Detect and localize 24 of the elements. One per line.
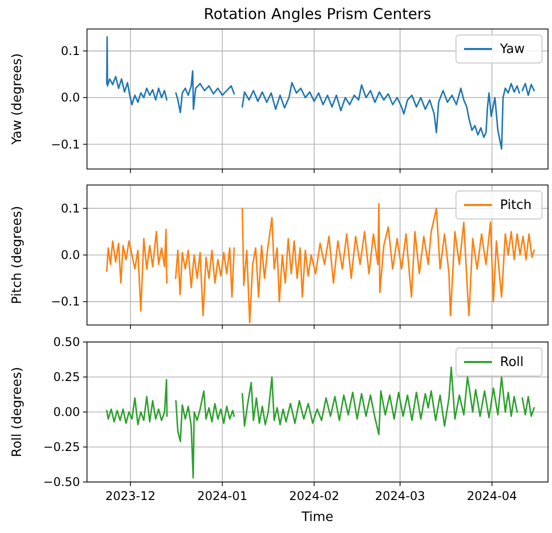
y-axis-title: Pitch (degrees) [10, 206, 25, 304]
y-axis-title: Yaw (degrees) [10, 53, 25, 146]
chart-title: Rotation Angles Prism Centers [204, 5, 432, 23]
y-axis-title: Roll (degrees) [10, 366, 25, 458]
x-tick-label: 2024-01 [197, 489, 248, 503]
y-tick-label: 0.0 [60, 248, 80, 262]
y-tick-label: 0.25 [53, 370, 80, 384]
legend-label: Pitch [500, 198, 532, 213]
x-tick-label: 2023-12 [105, 489, 156, 503]
x-tick-label: 2024-03 [375, 489, 426, 503]
x-tick-label: 2024-02 [289, 489, 340, 503]
y-tick-label: −0.50 [43, 475, 80, 489]
y-tick-label: 0.1 [60, 44, 80, 58]
legend-label: Roll [500, 355, 524, 370]
legend-label: Yaw [499, 42, 526, 57]
y-tick-label: 0.50 [53, 335, 80, 349]
y-tick-label: 0.1 [60, 201, 80, 216]
y-tick-label: 0.0 [60, 90, 80, 105]
y-tick-label: −0.25 [43, 440, 80, 454]
y-tick-label: −0.1 [50, 294, 80, 309]
y-tick-label: −0.1 [50, 137, 80, 152]
x-tick-label: 2024-04 [466, 489, 518, 503]
x-axis-title: Time [300, 510, 334, 525]
y-tick-label: 0.00 [53, 405, 80, 419]
